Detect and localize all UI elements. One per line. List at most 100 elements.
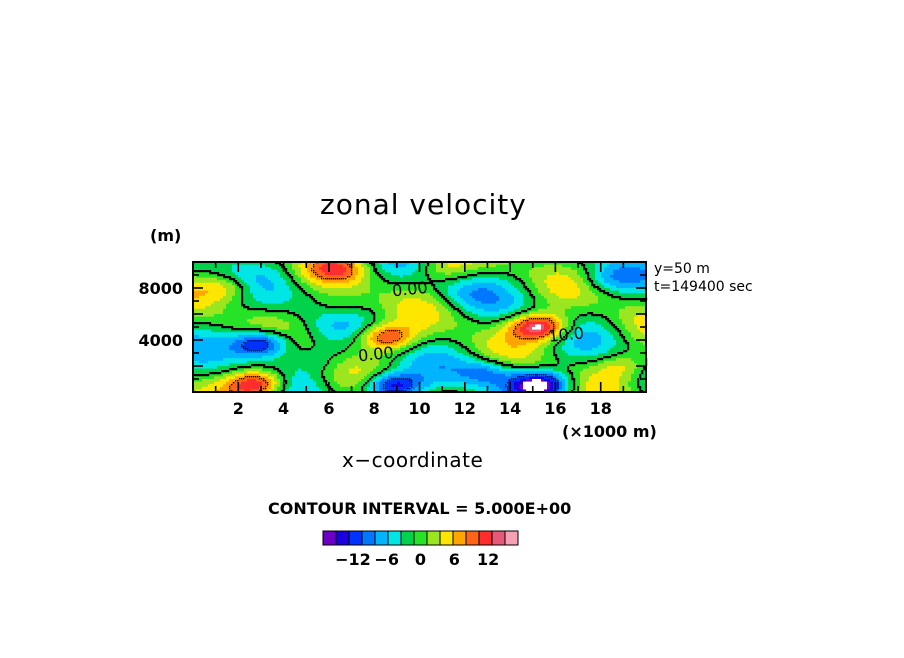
- field-cell: [589, 295, 593, 299]
- field-cell: [430, 327, 434, 331]
- field-cell: [442, 290, 446, 294]
- field-cell: [277, 293, 281, 297]
- field-cell: [487, 327, 491, 331]
- field-cell: [535, 301, 539, 305]
- field-cell: [511, 295, 515, 299]
- field-cell: [412, 316, 416, 320]
- field-cell: [280, 332, 284, 336]
- field-cell: [193, 327, 197, 331]
- field-cell: [526, 303, 530, 307]
- field-cell: [325, 308, 329, 312]
- field-cell: [229, 314, 233, 318]
- field-cell: [379, 293, 383, 297]
- field-cell: [550, 316, 554, 320]
- field-cell: [601, 285, 605, 289]
- field-cell: [601, 329, 605, 333]
- field-cell: [625, 308, 629, 312]
- field-cell: [535, 319, 539, 323]
- field-cell: [352, 327, 356, 331]
- field-cell: [304, 306, 308, 310]
- field-cell: [376, 311, 380, 315]
- field-cell: [421, 267, 425, 271]
- field-cell: [502, 290, 506, 294]
- field-cell: [304, 272, 308, 276]
- field-cell: [379, 280, 383, 284]
- field-cell: [430, 308, 434, 312]
- field-cell: [640, 319, 644, 323]
- field-cell: [217, 342, 221, 346]
- field-cell: [523, 321, 527, 325]
- field-cell: [193, 311, 197, 315]
- field-cell: [223, 306, 227, 310]
- field-cell: [436, 340, 440, 344]
- field-cell: [241, 275, 245, 279]
- field-cell: [382, 345, 386, 349]
- field-cell: [421, 269, 425, 273]
- field-cell: [481, 314, 485, 318]
- field-cell: [334, 262, 338, 266]
- field-cell: [586, 298, 590, 302]
- field-cell: [400, 293, 404, 297]
- field-cell: [499, 332, 503, 336]
- field-cell: [640, 295, 644, 299]
- field-cell: [562, 342, 566, 346]
- field-cell: [325, 337, 329, 341]
- field-cell: [298, 311, 302, 315]
- field-cell: [403, 295, 407, 299]
- field-cell: [202, 324, 206, 328]
- field-cell: [433, 303, 437, 307]
- field-cell: [328, 298, 332, 302]
- field-cell: [394, 275, 398, 279]
- field-cell: [205, 311, 209, 315]
- field-cell: [298, 334, 302, 338]
- field-cell: [253, 314, 257, 318]
- field-cell: [526, 329, 530, 333]
- field-cell: [415, 314, 419, 318]
- field-cell: [280, 262, 284, 266]
- field-cell: [433, 327, 437, 331]
- field-cell: [319, 319, 323, 323]
- field-cell: [601, 340, 605, 344]
- field-cell: [334, 321, 338, 325]
- field-cell: [514, 314, 518, 318]
- field-cell: [568, 340, 572, 344]
- field-cell: [283, 329, 287, 333]
- field-cell: [274, 329, 278, 333]
- field-cell: [343, 342, 347, 346]
- field-cell: [493, 311, 497, 315]
- field-cell: [322, 345, 326, 349]
- field-cell: [454, 275, 458, 279]
- field-cell: [274, 324, 278, 328]
- field-cell: [394, 319, 398, 323]
- field-cell: [379, 324, 383, 328]
- field-cell: [442, 293, 446, 297]
- field-cell: [391, 275, 395, 279]
- field-cell: [442, 334, 446, 338]
- field-cell: [583, 319, 587, 323]
- field-cell: [259, 306, 263, 310]
- field-cell: [583, 303, 587, 307]
- field-cell: [337, 303, 341, 307]
- field-cell: [634, 264, 638, 268]
- field-cell: [400, 345, 404, 349]
- field-cell: [364, 277, 368, 281]
- field-cell: [310, 324, 314, 328]
- field-cell: [343, 314, 347, 318]
- field-cell: [508, 311, 512, 315]
- field-cell: [589, 324, 593, 328]
- field-cell: [265, 264, 269, 268]
- field-cell: [526, 269, 530, 273]
- field-cell: [361, 280, 365, 284]
- field-cell: [250, 293, 254, 297]
- field-cell: [229, 295, 233, 299]
- field-cell: [442, 329, 446, 333]
- field-cell: [247, 314, 251, 318]
- field-cell: [565, 306, 569, 310]
- field-cell: [412, 340, 416, 344]
- field-cell: [229, 345, 233, 349]
- field-cell: [556, 314, 560, 318]
- field-cell: [310, 290, 314, 294]
- field-cell: [592, 298, 596, 302]
- field-cell: [424, 280, 428, 284]
- field-cell: [232, 298, 236, 302]
